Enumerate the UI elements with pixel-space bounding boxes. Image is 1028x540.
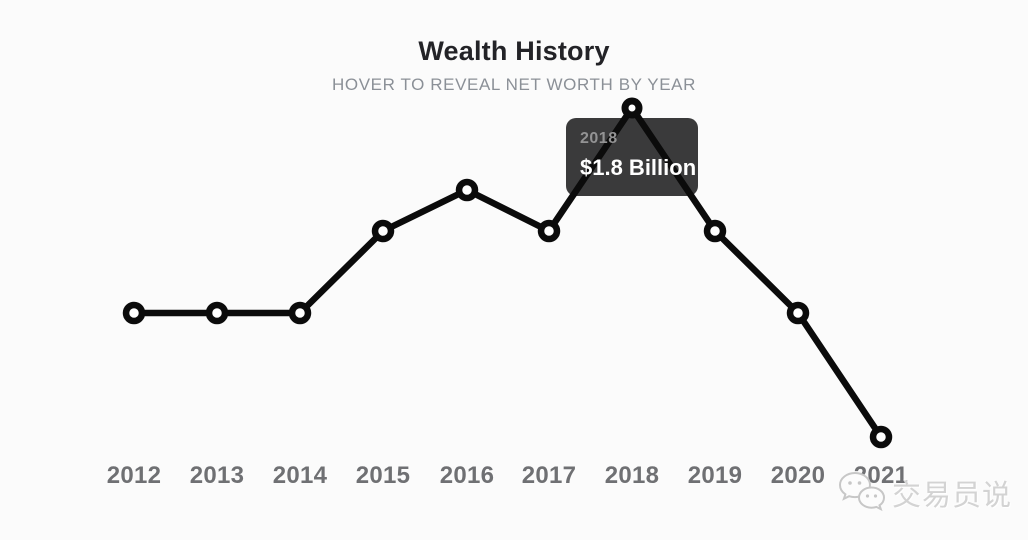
tooltip-year-label: 2018 [580,130,618,147]
x-axis-label-2018: 2018 [604,462,660,489]
x-axis-label-2016: 2016 [439,462,495,489]
x-axis-label-2013: 2013 [189,462,245,489]
data-point-2021[interactable] [869,425,893,449]
data-point-2017[interactable] [537,219,561,243]
x-axis-label-2020: 2020 [770,462,826,489]
data-point-2012[interactable] [122,301,146,325]
net-worth-line [130,104,885,441]
watermark: 交易员说 [838,470,1012,516]
data-point-2020[interactable] [786,301,810,325]
data-point-2015[interactable] [371,219,395,243]
data-point-2018[interactable] [621,97,643,119]
x-axis-label-2019: 2019 [687,462,743,489]
x-axis-label-2014: 2014 [272,462,328,489]
hover-tooltip: 2018 $1.8 Billion [566,118,698,196]
wechat-logo-icon [838,471,886,512]
data-point-2019[interactable] [703,219,727,243]
x-axis-label-2015: 2015 [355,462,411,489]
data-point-2013[interactable] [205,301,229,325]
chart-subtitle: HOVER TO REVEAL NET WORTH BY YEAR [332,75,696,94]
watermark-label: 交易员说 [892,480,1013,512]
x-axis-label-2012: 2012 [106,462,162,489]
tooltip-value-label: $1.8 Billion [580,155,697,180]
chart-title: Wealth History [418,36,610,66]
data-point-2014[interactable] [288,301,312,325]
x-axis-label-2017: 2017 [521,462,577,489]
data-point-2016[interactable] [455,178,479,202]
chart-header: Wealth History HOVER TO REVEAL NET WORTH… [0,36,1028,95]
